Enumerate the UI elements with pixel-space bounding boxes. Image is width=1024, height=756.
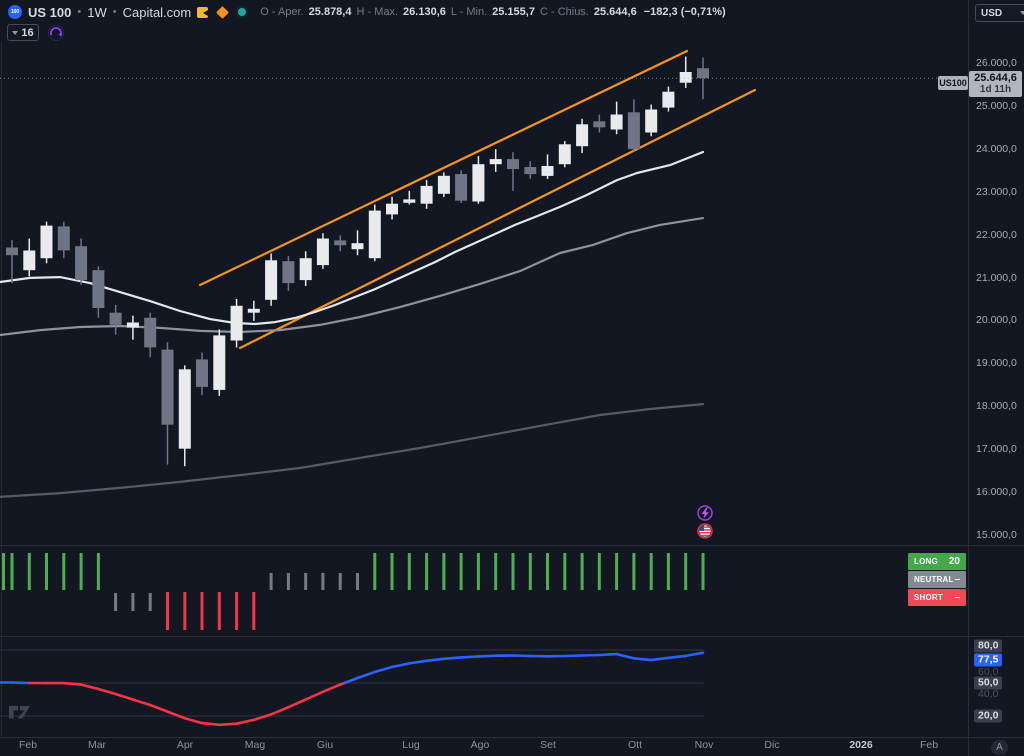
- legend-row-short[interactable]: SHORT –: [908, 589, 966, 606]
- long-count: 20: [948, 556, 960, 567]
- timeframe-label[interactable]: 1W: [87, 4, 107, 20]
- time-axis-month-label: Ott: [627, 739, 643, 751]
- legend-row-neutral[interactable]: NEUTRAL –: [908, 571, 966, 588]
- status-dot-icon[interactable]: [238, 8, 247, 16]
- price-axis-label: 18.000,0: [976, 400, 1017, 413]
- signal-legend: LONG 20 NEUTRAL – SHORT –: [908, 553, 966, 607]
- price-axis-label: 15.000,0: [976, 528, 1017, 541]
- currency-dropdown[interactable]: USD: [975, 4, 1024, 22]
- time-axis-month-label: Ago: [470, 739, 490, 751]
- last-price-badge: 25.644,6 1d 11h: [969, 71, 1022, 97]
- time-axis-month-label: Nov: [694, 739, 714, 751]
- price-axis-label: 26.000,0: [976, 57, 1017, 69]
- oscillator-axis-label: 20,0: [974, 709, 1003, 723]
- time-axis-month-label: Lug: [402, 739, 420, 751]
- symbol-axis-tag: US100: [938, 76, 968, 90]
- close-value: 25.644,6: [593, 6, 637, 18]
- refresh-icon[interactable]: [47, 24, 65, 42]
- title-separator: •: [77, 6, 82, 18]
- open-value: 25.878,4: [308, 6, 352, 18]
- time-axis-month-label: Giu: [316, 739, 334, 751]
- symbol-logo-icon: 100: [8, 5, 22, 19]
- time-axis-month-label: Set: [540, 739, 556, 751]
- price-axis-label: 24.000,0: [976, 142, 1017, 155]
- time-axis-month-label: Dic: [764, 739, 780, 751]
- price-axis-label: 25.000,0: [976, 99, 1017, 112]
- price-axis-label: 22.000,0: [976, 228, 1017, 241]
- oscillator-axis-label: 50,0: [974, 676, 1003, 690]
- short-count: –: [954, 592, 960, 603]
- auto-scale-button[interactable]: A: [991, 740, 1008, 755]
- time-axis-year-label: 2026: [849, 739, 873, 751]
- bars-counter-dropdown[interactable]: 16: [7, 24, 39, 41]
- oscillator-axis-label: 40,0: [978, 688, 999, 700]
- price-axis-label: 21.000,0: [976, 271, 1017, 284]
- time-axis-month-label: Feb: [919, 739, 939, 751]
- neutral-count: –: [954, 574, 960, 585]
- chevron-down-icon: [1020, 11, 1024, 15]
- economic-event-icon[interactable]: [697, 505, 713, 521]
- chart-header: 100 US 100 • 1W • Capital.com O - Aper. …: [0, 0, 960, 42]
- price-axis-label: 19.000,0: [976, 357, 1017, 370]
- change-value: −182,3 (−0,71%): [643, 6, 726, 18]
- currency-value: USD: [981, 7, 1003, 19]
- long-label: LONG: [914, 557, 938, 566]
- provider-label[interactable]: Capital.com: [122, 4, 192, 20]
- symbol-title-row: 100 US 100 • 1W • Capital.com O - Aper. …: [8, 3, 726, 21]
- price-axis-label: 17.000,0: [976, 443, 1017, 456]
- tradingview-logo-icon: [9, 706, 30, 719]
- neutral-label: NEUTRAL: [914, 575, 954, 584]
- open-label: O - Aper.: [260, 6, 304, 18]
- chevron-down-icon: [12, 30, 19, 35]
- time-axis-month-label: Feb: [18, 739, 38, 751]
- last-price-value: 25.644,6: [974, 72, 1017, 84]
- high-label: H - Max.: [356, 6, 399, 18]
- diamond-marker-icon[interactable]: [216, 5, 230, 19]
- short-label: SHORT: [914, 593, 943, 602]
- oscillator-current-value: 77,5: [974, 653, 1003, 667]
- price-axis-label: 20.000,0: [976, 314, 1017, 327]
- time-axis-month-label: Apr: [176, 739, 194, 751]
- oscillator-axis-label: 60,0: [978, 666, 999, 678]
- title-separator: •: [112, 6, 117, 18]
- price-axis-label: 16.000,0: [976, 486, 1017, 498]
- time-axis-month-label: Mag: [244, 739, 266, 751]
- symbol-name[interactable]: US 100: [28, 4, 72, 20]
- bar-countdown: 1d 11h: [979, 84, 1012, 95]
- legend-row-long[interactable]: LONG 20: [908, 553, 966, 570]
- oscillator-axis-label: 80,0: [974, 639, 1003, 653]
- low-label: L - Min.: [450, 6, 488, 18]
- ohlc-readout: O - Aper. 25.878,4 H - Max. 26.130,6 L -…: [260, 6, 725, 18]
- bars-counter-value: 16: [21, 26, 34, 39]
- low-value: 25.155,7: [492, 6, 535, 18]
- us-flag-event-icon[interactable]: [697, 523, 713, 539]
- capital-logo-icon[interactable]: [197, 6, 209, 18]
- close-label: C - Chius.: [539, 6, 589, 18]
- price-axis-label: 23.000,0: [976, 185, 1017, 198]
- high-value: 26.130,6: [403, 6, 446, 18]
- time-axis-month-label: Mar: [87, 739, 107, 751]
